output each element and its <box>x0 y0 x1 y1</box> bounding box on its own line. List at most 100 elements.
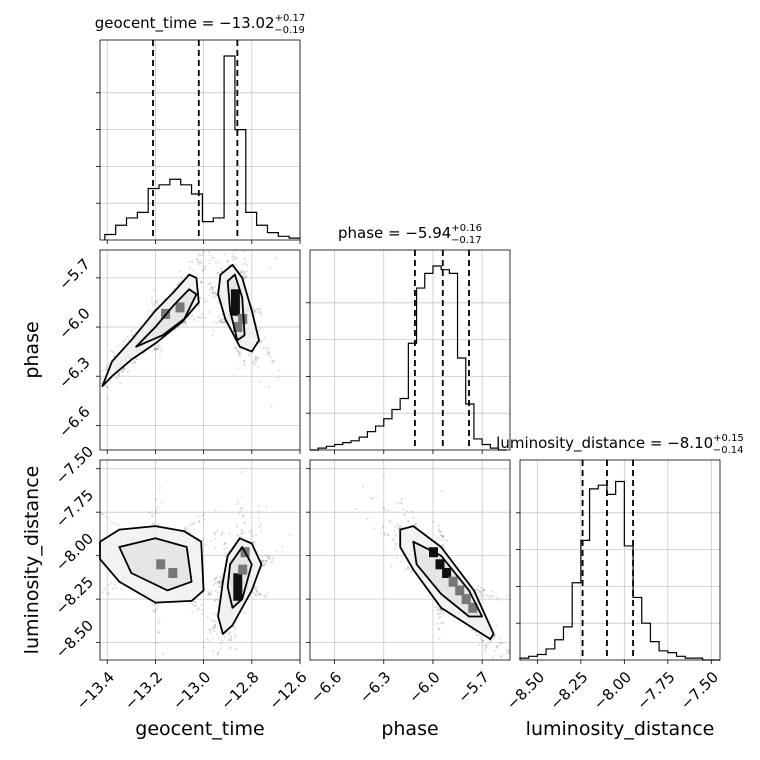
scatter-point <box>105 516 108 519</box>
scatter-point <box>485 646 488 649</box>
scatter-point <box>264 347 267 350</box>
scatter-point <box>244 522 247 525</box>
density-cell <box>168 568 178 578</box>
scatter-point <box>155 608 158 611</box>
scatter-point <box>107 583 110 587</box>
scatter-point <box>256 586 259 589</box>
scatter-point <box>264 554 267 557</box>
scatter-point <box>116 345 120 348</box>
scatter-point <box>439 538 442 541</box>
panel-p1_0 <box>99 249 280 408</box>
scatter-point <box>438 637 441 641</box>
scatter-point <box>216 652 219 655</box>
scatter-point <box>384 531 387 535</box>
scatter-point <box>487 642 490 646</box>
scatter-point <box>481 644 484 647</box>
scatter-point <box>493 634 497 638</box>
scatter-point <box>221 321 224 324</box>
scatter-point <box>477 590 480 593</box>
scatter-point <box>406 565 409 568</box>
scatter-point <box>157 348 160 351</box>
scatter-point <box>257 593 260 596</box>
scatter-point <box>277 376 280 379</box>
scatter-point <box>410 510 413 514</box>
scatter-point <box>219 576 222 580</box>
scatter-point <box>366 517 369 520</box>
y-tick-label: −7.75 <box>52 486 97 531</box>
scatter-point <box>219 648 222 651</box>
scatter-point <box>117 524 120 527</box>
scatter-point <box>213 577 217 580</box>
density-cell <box>230 305 240 316</box>
scatter-point <box>264 336 267 339</box>
scatter-point <box>211 291 214 294</box>
scatter-point <box>157 630 160 634</box>
scatter-point <box>190 523 193 526</box>
scatter-point <box>441 536 444 539</box>
scatter-point <box>244 276 247 279</box>
scatter-point <box>265 559 268 563</box>
scatter-point <box>255 308 258 311</box>
scatter-point <box>208 310 211 314</box>
scatter-point <box>255 533 258 537</box>
scatter-point <box>215 321 218 324</box>
scatter-point <box>154 509 158 512</box>
scatter-point <box>216 581 219 584</box>
scatter-point <box>370 497 373 500</box>
contour-line <box>226 273 246 342</box>
scatter-point <box>272 359 275 363</box>
scatter-point <box>234 345 237 348</box>
scatter-point <box>210 619 213 622</box>
scatter-point <box>154 348 157 351</box>
scatter-point <box>252 362 255 365</box>
scatter-point <box>157 621 160 624</box>
scatter-point <box>252 360 255 364</box>
scatter-point <box>500 654 503 657</box>
scatter-point <box>217 580 221 584</box>
scatter-point <box>211 291 214 294</box>
scatter-point <box>130 362 134 365</box>
scatter-point <box>207 262 211 265</box>
scatter-point <box>212 329 215 332</box>
scatter-point <box>483 588 486 591</box>
scatter-point <box>184 526 187 529</box>
scatter-point <box>236 534 239 537</box>
density-cell <box>233 573 243 584</box>
scatter-point <box>234 263 237 266</box>
scatter-point <box>156 299 159 302</box>
title-plus: +0.17 <box>275 13 306 24</box>
scatter-point <box>253 308 256 311</box>
scatter-point <box>219 642 222 645</box>
scatter-point <box>268 266 272 270</box>
scatter-point <box>270 404 273 408</box>
scatter-point <box>155 348 158 351</box>
scatter-point <box>197 520 201 523</box>
scatter-point <box>155 301 158 304</box>
scatter-point <box>252 541 255 544</box>
scatter-point <box>189 531 192 534</box>
scatter-point <box>254 356 257 359</box>
x-tick-label: −12.8 <box>217 668 262 713</box>
scatter-point <box>261 560 264 564</box>
scatter-point <box>441 612 445 615</box>
scatter-point <box>475 588 478 591</box>
scatter-point <box>219 267 222 270</box>
y-tick-label: −6.3 <box>55 353 93 391</box>
scatter-point <box>198 253 201 256</box>
scatter-point <box>219 320 223 323</box>
scatter-point <box>119 381 122 385</box>
panel-frame <box>309 459 511 661</box>
scatter-point <box>221 532 224 535</box>
scatter-point <box>122 340 125 343</box>
scatter-point <box>399 501 402 505</box>
histogram-phase <box>310 265 507 451</box>
scatter-point <box>192 317 195 320</box>
scatter-point <box>197 305 200 308</box>
x-tick-label: −8.50 <box>503 668 548 713</box>
scatter-point <box>228 632 231 635</box>
scatter-point <box>486 594 489 597</box>
scatter-point <box>209 631 212 634</box>
scatter-point <box>217 261 221 264</box>
scatter-point <box>266 353 269 356</box>
